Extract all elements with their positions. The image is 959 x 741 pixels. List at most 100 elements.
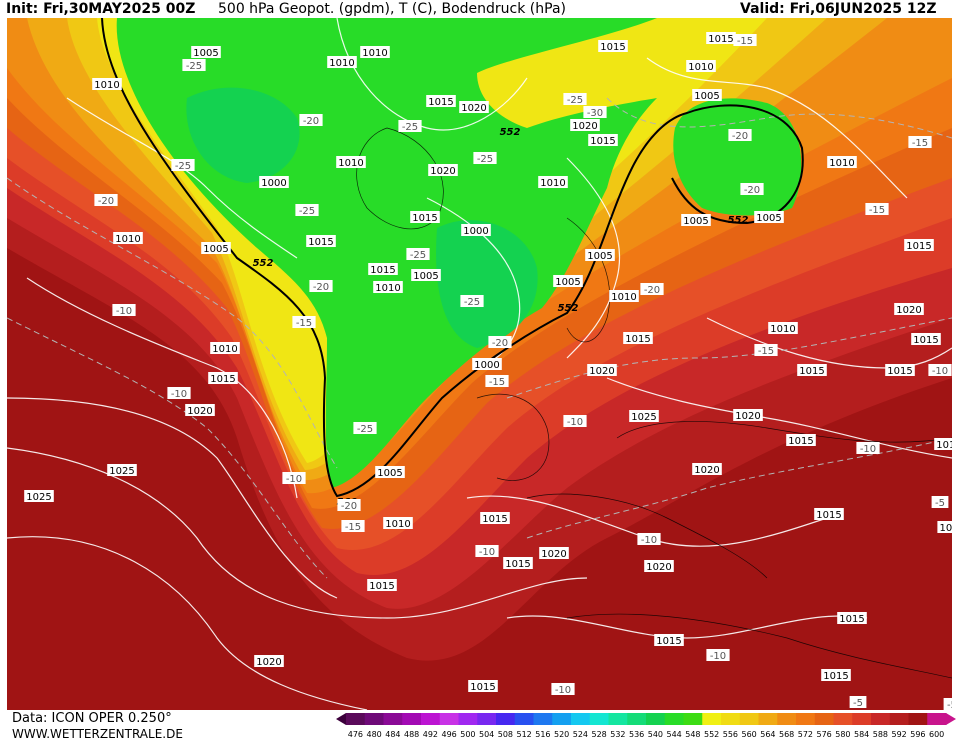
temperature-label: -10 bbox=[555, 685, 571, 696]
temperature-label: -10 bbox=[932, 366, 948, 377]
pressure-label-bg bbox=[609, 290, 639, 302]
temperature-label-bg bbox=[728, 129, 752, 141]
pressure-label-bg bbox=[686, 60, 716, 72]
temperature-label-bg bbox=[341, 520, 365, 532]
scale-tick-label: 560 bbox=[741, 730, 756, 739]
temperature-label: -25 bbox=[477, 154, 493, 165]
pressure-label-bg bbox=[503, 557, 533, 569]
init-time: Init: Fri,30MAY2025 00Z bbox=[6, 1, 196, 17]
scale-swatch bbox=[383, 713, 403, 725]
pressure-label-bg bbox=[553, 275, 583, 287]
geopotential-label: 552 bbox=[500, 127, 521, 138]
temperature-label-bg bbox=[406, 248, 430, 260]
trough-inner bbox=[186, 87, 300, 183]
temperature-label: -20 bbox=[313, 282, 329, 293]
scale-tick-label: 536 bbox=[629, 730, 644, 739]
pressure-label-bg bbox=[768, 322, 798, 334]
trough-green-east bbox=[673, 98, 802, 216]
temperature-label-bg bbox=[488, 336, 512, 348]
pressure-label-bg bbox=[894, 303, 924, 315]
temperature-label-bg bbox=[931, 496, 949, 508]
temperature-label-bg bbox=[295, 204, 319, 216]
temperature-label-bg bbox=[943, 698, 952, 710]
pressure-label: 1020 bbox=[256, 657, 281, 668]
pressure-label: 1010 bbox=[362, 48, 387, 59]
temperature-label: -15 bbox=[912, 138, 928, 149]
temperature-label: -10 bbox=[860, 444, 876, 455]
scale-swatch bbox=[871, 713, 891, 725]
pressure-label: 1010 bbox=[338, 158, 363, 169]
pressure-label: 101 bbox=[939, 523, 952, 534]
pressure-label: 1015 bbox=[308, 237, 333, 248]
pressure-label-bg bbox=[472, 358, 502, 370]
temperature-label-bg bbox=[485, 375, 509, 387]
temperature-label: -25 bbox=[186, 61, 202, 72]
temperature-label: -15 bbox=[758, 346, 774, 357]
pressure-label: 1015 bbox=[412, 213, 437, 224]
pressure-label-bg bbox=[539, 547, 569, 559]
scale-tick-label: 516 bbox=[535, 730, 550, 739]
pressure-label: 1015 bbox=[370, 265, 395, 276]
data-source: Data: ICON OPER 0.250° bbox=[12, 711, 172, 726]
temperature-label-bg bbox=[292, 316, 316, 328]
scale-tick-label: 520 bbox=[554, 730, 569, 739]
pressure-label-bg bbox=[814, 508, 844, 520]
pressure-label: 1020 bbox=[572, 121, 597, 132]
scale-swatch bbox=[533, 713, 553, 725]
geopotential-label: 552 bbox=[728, 215, 749, 226]
scale-tick-label: 508 bbox=[498, 730, 513, 739]
scale-swatch bbox=[514, 713, 534, 725]
temperature-label: -5 bbox=[853, 698, 863, 709]
pressure-label: 1010 bbox=[212, 344, 237, 355]
pressure-label: 1015 bbox=[428, 97, 453, 108]
pressure-label-bg bbox=[904, 239, 934, 251]
temperature-label: -25 bbox=[410, 250, 426, 261]
pressure-label-bg bbox=[373, 281, 403, 293]
temperature-label-bg bbox=[112, 304, 136, 316]
pressure-label: 1010 bbox=[385, 519, 410, 530]
scale-swatch bbox=[608, 713, 628, 725]
scale-swatch bbox=[721, 713, 741, 725]
map-title: 500 hPa Geopot. (gpdm), T (C), Bodendruc… bbox=[218, 1, 566, 17]
scale-tick-label: 488 bbox=[404, 730, 419, 739]
temperature-label: -20 bbox=[492, 338, 508, 349]
scale-swatch bbox=[346, 713, 366, 725]
temperature-label-bg bbox=[171, 159, 195, 171]
pressure-label: 1015 bbox=[906, 241, 931, 252]
pressure-label: 1010 bbox=[540, 178, 565, 189]
temperature-label: -25 bbox=[567, 95, 583, 106]
temperature-label-bg bbox=[460, 295, 484, 307]
temperature-label-bg bbox=[309, 280, 333, 292]
pressure-label-bg bbox=[588, 134, 618, 146]
scale-swatch bbox=[683, 713, 703, 725]
temperature-label: -15 bbox=[296, 318, 312, 329]
temperature-label-bg bbox=[637, 533, 661, 545]
temperature-label-bg bbox=[865, 203, 889, 215]
scale-tick-label: 528 bbox=[591, 730, 606, 739]
temperature-label-bg bbox=[182, 59, 206, 71]
pressure-label: 1000 bbox=[261, 178, 286, 189]
temperature-label: -20 bbox=[341, 501, 357, 512]
pressure-label-bg bbox=[254, 655, 284, 667]
temperature-label: -25 bbox=[357, 424, 373, 435]
pressure-label-bg bbox=[644, 560, 674, 572]
scale-tick-label: 568 bbox=[779, 730, 794, 739]
pressure-label-bg bbox=[934, 438, 952, 450]
scale-tick-label: 548 bbox=[685, 730, 700, 739]
pressure-label: 1020 bbox=[541, 549, 566, 560]
scale-swatch bbox=[571, 713, 591, 725]
scale-tick-label: 580 bbox=[835, 730, 850, 739]
temperature-label-bg bbox=[94, 194, 118, 206]
pressure-label: 1020 bbox=[896, 305, 921, 316]
temperature-label-bg bbox=[740, 183, 764, 195]
pressure-label-bg bbox=[692, 89, 722, 101]
pressure-label-bg bbox=[411, 269, 441, 281]
scale-tick-label: 556 bbox=[723, 730, 738, 739]
temperature-label-bg bbox=[337, 499, 361, 511]
temperature-label: -20 bbox=[744, 185, 760, 196]
pressure-label: 1015 bbox=[625, 334, 650, 345]
scale-tick-label: 544 bbox=[666, 730, 681, 739]
pressure-label-bg bbox=[208, 372, 238, 384]
scale-tick-label: 576 bbox=[816, 730, 831, 739]
pressure-label: 1005 bbox=[413, 271, 438, 282]
